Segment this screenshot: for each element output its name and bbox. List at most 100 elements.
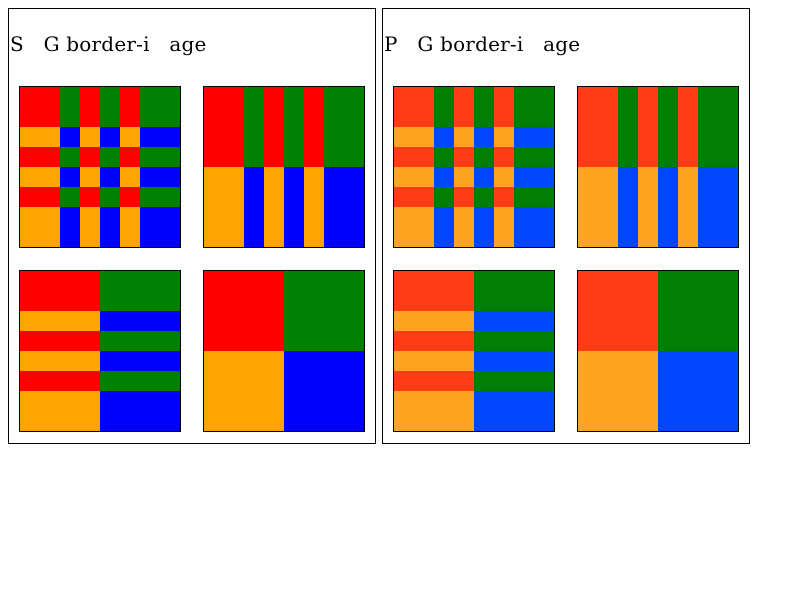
panel-title: P G border-i age [384,32,581,56]
tile-cell [304,87,324,167]
tile-cell [454,87,474,127]
tile-cell [474,331,554,351]
tile-cell [494,87,514,127]
tile-cell [60,87,80,127]
tile-cell [80,167,100,187]
tile-cell [100,187,120,207]
tile-cell [578,351,658,431]
tile-cell [304,167,324,247]
tile-cell [698,87,738,167]
tile-cell [394,167,434,187]
tile-cell [264,167,284,247]
tile-cell [20,331,100,351]
tile-cell [474,187,494,207]
tile-cell [698,167,738,247]
tile-cell [474,391,554,431]
tile-cell [20,127,60,147]
tile-cell [60,207,80,247]
tile-cell [658,167,678,247]
tile-cell [100,391,180,431]
tile-cell [60,147,80,167]
border-image-tile-repeat-both [19,86,181,248]
tile-cell [514,167,554,187]
tile-cell [20,87,60,127]
tile-cell [80,207,100,247]
tile-cell [474,371,554,391]
tile-cell [264,87,284,167]
tile-cell [20,311,100,331]
tile-cell [20,187,60,207]
tile-cell [394,351,474,371]
tile-cell [658,271,738,351]
tile-cell [120,147,140,167]
tile-cell [20,147,60,167]
tile-cell [100,331,180,351]
tile-cell [434,187,454,207]
tile-cell [434,127,454,147]
tile-cell [638,87,658,167]
tile-cell [140,87,180,127]
tile-cell [20,167,60,187]
tile-cell [100,351,180,371]
tile-cell [60,187,80,207]
tile-cell [204,167,244,247]
tile-cell [618,167,638,247]
tile-cell [474,127,494,147]
tile-cell [394,127,434,147]
tile-cell [514,147,554,167]
tile-cell [394,147,434,167]
tile-cell [100,371,180,391]
tile-cell [60,127,80,147]
tile-cell [394,87,434,127]
tile-cell [658,351,738,431]
tile-cell [284,351,364,431]
tile-cell [474,87,494,127]
tile-cell [120,87,140,127]
tile-graphic [394,87,554,247]
tile-cell [394,187,434,207]
tile-cell [434,87,454,127]
tile-cell [60,167,80,187]
tile-cell [494,167,514,187]
tile-cell [100,167,120,187]
tile-cell [394,271,474,311]
tile-cell [140,187,180,207]
tile-cell [678,87,698,167]
svg-border-image-panel: S G border-i age [8,8,376,444]
tile-cell [100,311,180,331]
tile-cell [514,187,554,207]
tile-cell [204,351,284,431]
png-border-image-panel: P G border-i age [382,8,750,444]
border-image-tile-repeat-both [393,86,555,248]
panel-title: S G border-i age [10,32,207,56]
tile-cell [80,147,100,167]
tile-graphic [578,271,738,431]
tile-cell [618,87,638,167]
tile-graphic [204,271,364,431]
tile-graphic [394,271,554,431]
tile-cell [324,87,364,167]
tile-cell [494,187,514,207]
tile-graphic [204,87,364,247]
border-image-tile-stretch [203,270,365,432]
tile-cell [494,127,514,147]
tile-cell [454,167,474,187]
border-image-tile-repeat-y [393,270,555,432]
tile-cell [120,127,140,147]
tile-cell [120,187,140,207]
tile-cell [578,271,658,351]
tile-cell [120,167,140,187]
tile-cell [474,207,494,247]
tile-cell [474,147,494,167]
tile-graphic [20,271,180,431]
tile-cell [140,167,180,187]
tile-cell [284,271,364,351]
tile-cell [20,271,100,311]
tile-cell [434,207,454,247]
tile-cell [20,207,60,247]
tile-cell [494,207,514,247]
tile-cell [454,127,474,147]
tile-cell [244,87,264,167]
tile-cell [394,311,474,331]
tile-cell [394,207,434,247]
